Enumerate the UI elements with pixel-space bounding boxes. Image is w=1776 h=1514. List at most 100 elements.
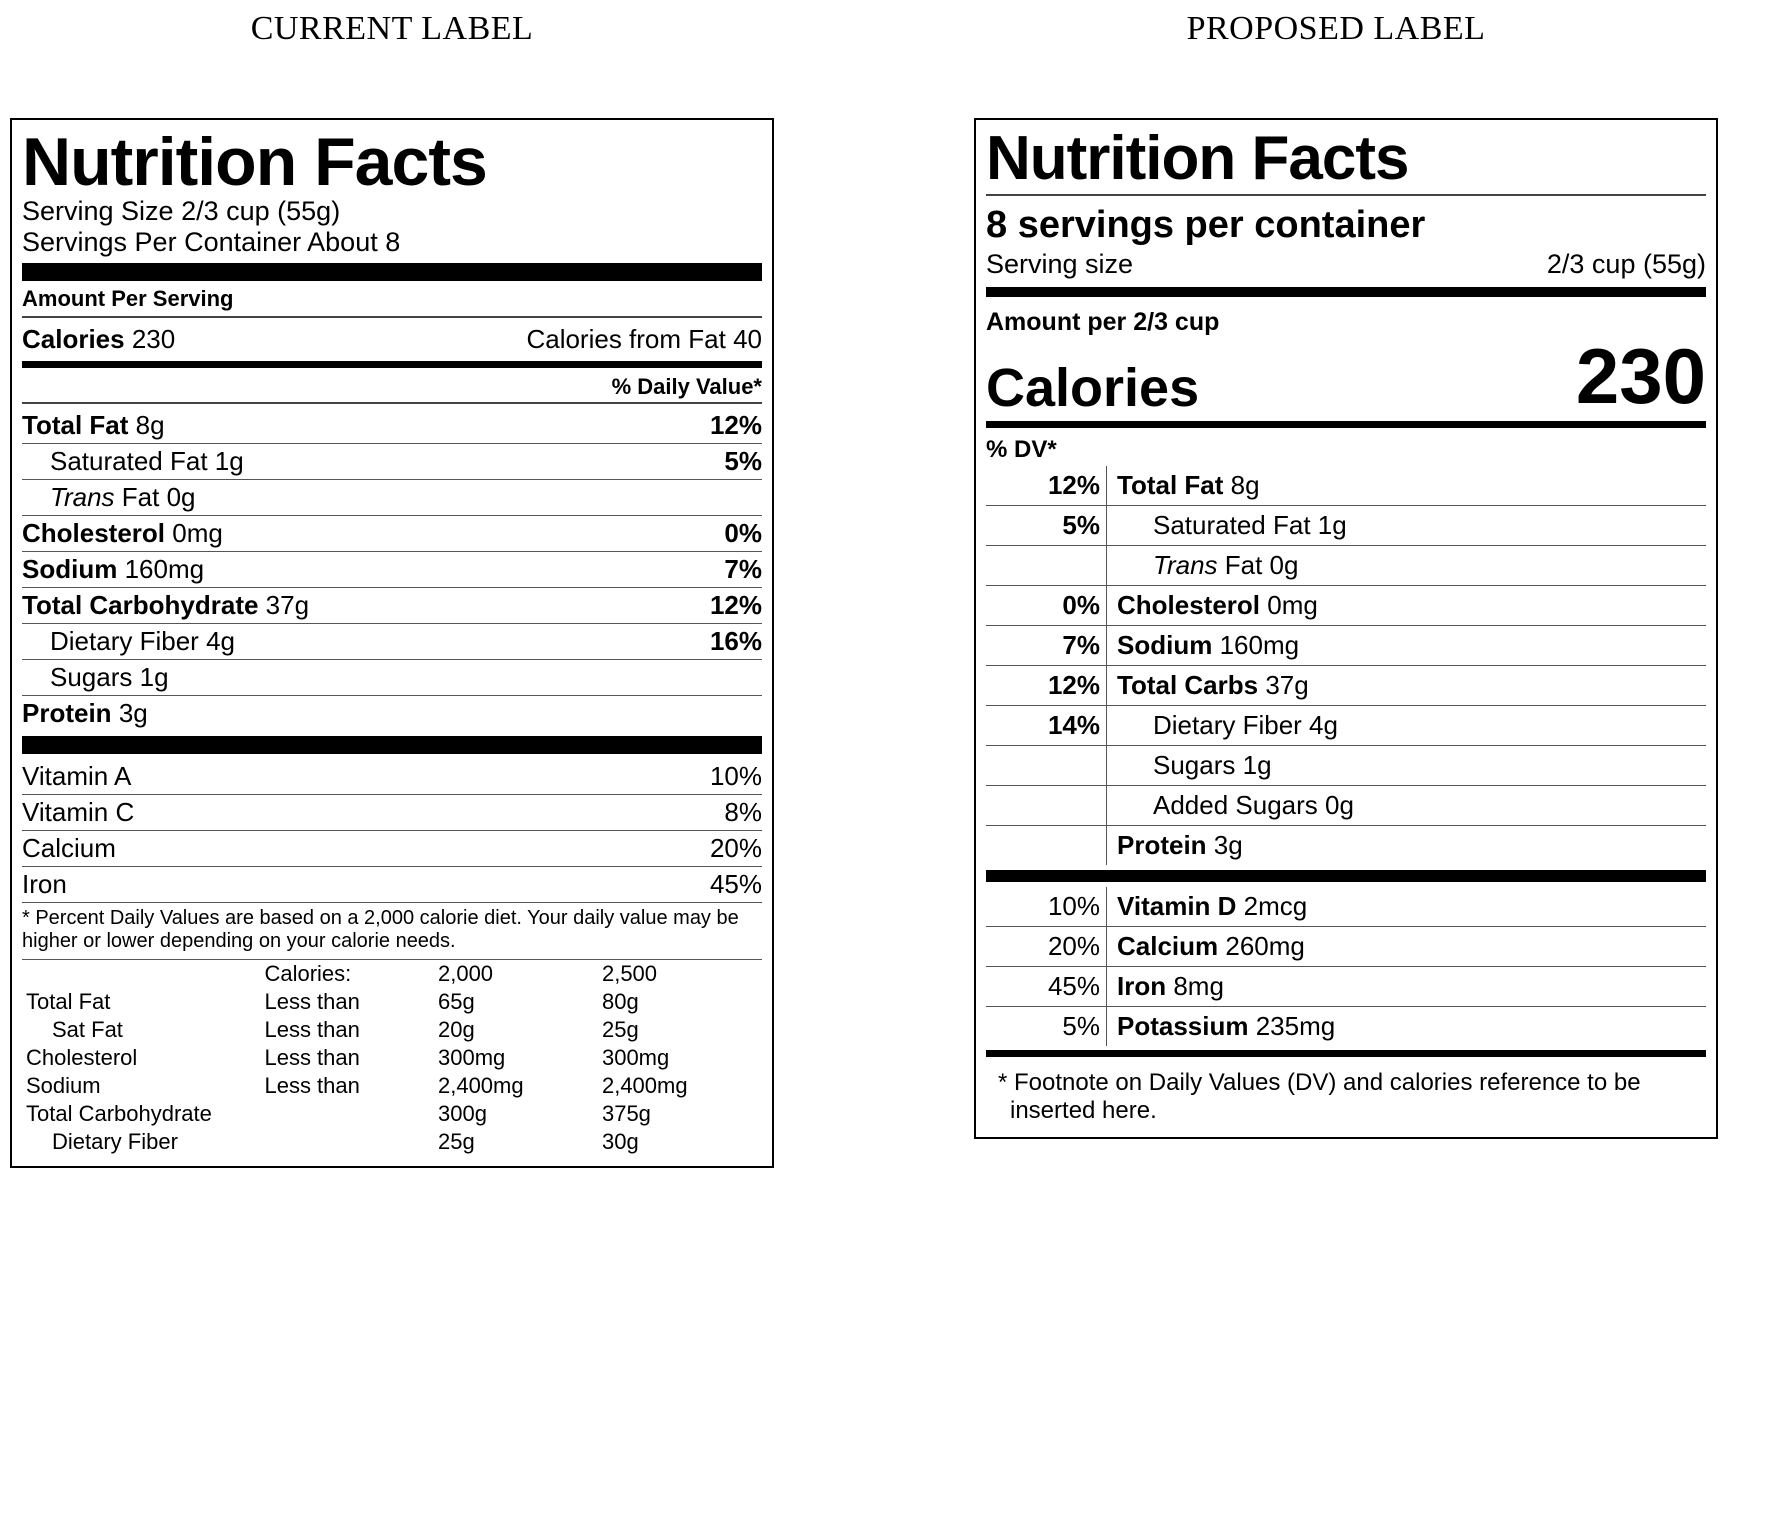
sodium-label: Sodium (22, 554, 117, 585)
nutrient-row: 5%Saturated Fat 1g (986, 506, 1706, 546)
calories-value: 230 (1576, 337, 1706, 415)
vitamin-row: 5%Potassium 235mg (986, 1007, 1706, 1047)
proposed-column: PROPOSED LABEL Nutrition Facts 8 serving… (954, 10, 1718, 1139)
comparison-wrap: CURRENT LABEL Nutrition Facts Serving Si… (10, 10, 1766, 1168)
iron-row: Iron 45% (22, 867, 762, 903)
ref-row: Dietary Fiber25g30g (22, 1128, 762, 1156)
cholesterol-amt: 0mg (172, 518, 223, 549)
trans-fat-row: Trans Fat 0g (22, 480, 762, 516)
serving-size-row: Serving Size 2/3 cup (55g) (22, 196, 762, 227)
calories-row: Calories 230 (986, 337, 1706, 417)
fiber-label: Dietary Fiber (50, 626, 199, 657)
serving-size-value: 2/3 cup (55g) (1547, 249, 1706, 280)
vitamin-c-pct: 8% (724, 797, 762, 828)
vitamin-c-row: Vitamin C 8% (22, 795, 762, 831)
protein-amt: 3g (119, 698, 148, 729)
total-fat-label: Total Fat (22, 410, 128, 441)
dv-header-row: % Daily Value* (22, 372, 762, 402)
dv-header: % Daily Value* (612, 374, 762, 400)
trans-fat-amt: 0g (167, 482, 196, 513)
current-col-title: CURRENT LABEL (10, 10, 774, 48)
trans-fat-prefix: Trans (50, 482, 115, 513)
total-carb-row: Total Carbohydrate 37g 12% (22, 588, 762, 624)
rule (22, 736, 762, 754)
nutrient-row: 12%Total Carbs 37g (986, 666, 1706, 706)
proposed-footnote: * Footnote on Daily Values (DV) and calo… (986, 1061, 1706, 1127)
cholesterol-label: Cholesterol (22, 518, 165, 549)
total-carb-amt: 37g (266, 590, 309, 621)
total-fat-amt: 8g (136, 410, 165, 441)
nutrient-row: 0%Cholesterol 0mg (986, 586, 1706, 626)
total-fat-pct: 12% (710, 410, 762, 441)
rule (22, 361, 762, 368)
trans-fat-suffix: Fat (122, 482, 160, 513)
vitamin-a-pct: 10% (710, 761, 762, 792)
proposed-col-title: PROPOSED LABEL (954, 10, 1718, 48)
calories-label: Calories (986, 361, 1199, 415)
sodium-amt: 160mg (125, 554, 205, 585)
sat-fat-pct: 5% (724, 446, 762, 477)
rule (986, 287, 1706, 297)
vitamin-row: 20%Calcium 260mg (986, 927, 1706, 967)
total-carb-pct: 12% (710, 590, 762, 621)
serving-size-label: Serving Size (22, 196, 174, 226)
sugars-amt: 1g (140, 662, 169, 693)
amount-per-serving-label: Amount Per Serving (22, 286, 762, 312)
servings-per-label: Servings Per Container (22, 227, 301, 257)
total-fat-row: Total Fat 8g 12% (22, 408, 762, 444)
vitamins-table: 10%Vitamin D 2mcg20%Calcium 260mg45%Iron… (986, 887, 1706, 1046)
protein-label: Protein (22, 698, 112, 729)
nutrient-row: Protein 3g (986, 826, 1706, 866)
nutrients-table: 12%Total Fat 8g5%Saturated Fat 1gTrans F… (986, 466, 1706, 865)
nutrition-facts-title: Nutrition Facts (22, 128, 762, 196)
ref-row: SodiumLess than2,400mg2,400mg (22, 1072, 762, 1100)
nutrient-row: 12%Total Fat 8g (986, 466, 1706, 506)
calcium-row: Calcium 20% (22, 831, 762, 867)
nutrition-facts-title: Nutrition Facts (986, 128, 1706, 190)
ref-row: CholesterolLess than300mg300mg (22, 1044, 762, 1072)
calcium-label: Calcium (22, 833, 116, 864)
vitamin-c-label: Vitamin C (22, 797, 134, 828)
ref-row: Total Carbohydrate300g375g (22, 1100, 762, 1128)
rule (986, 194, 1706, 196)
rule (22, 316, 762, 318)
iron-pct: 45% (710, 869, 762, 900)
current-panel: Nutrition Facts Serving Size 2/3 cup (55… (10, 118, 774, 1168)
nutrient-row: Added Sugars 0g (986, 786, 1706, 826)
sugars-row: Sugars 1g (22, 660, 762, 696)
fiber-pct: 16% (710, 626, 762, 657)
vitamin-a-row: Vitamin A 10% (22, 759, 762, 795)
nutrient-row: 7%Sodium 160mg (986, 626, 1706, 666)
rule (22, 402, 762, 404)
reference-table: Calories:2,0002,500Total FatLess than65g… (22, 959, 762, 1156)
fiber-row: Dietary Fiber 4g 16% (22, 624, 762, 660)
calories-from-fat-value: 40 (733, 324, 762, 354)
sat-fat-row: Saturated Fat 1g 5% (22, 444, 762, 480)
rule (986, 421, 1706, 428)
total-carb-label: Total Carbohydrate (22, 590, 258, 621)
dv-footnote: * Percent Daily Values are based on a 2,… (22, 903, 762, 959)
ref-row: Sat FatLess than20g25g (22, 1016, 762, 1044)
cholesterol-pct: 0% (724, 518, 762, 549)
sodium-pct: 7% (724, 554, 762, 585)
nutrient-row: Trans Fat 0g (986, 546, 1706, 586)
fiber-amt: 4g (206, 626, 235, 657)
servings-per-value: About 8 (307, 227, 400, 257)
ref-row: Total FatLess than65g80g (22, 988, 762, 1016)
nutrient-row: Sugars 1g (986, 746, 1706, 786)
calories-row: Calories 230 Calories from Fat 40 (22, 322, 762, 357)
cholesterol-row: Cholesterol 0mg 0% (22, 516, 762, 552)
serving-size-label: Serving size (986, 249, 1133, 280)
serving-size-value: 2/3 cup (55g) (181, 196, 340, 226)
rule (986, 870, 1706, 882)
dv-header: % DV* (986, 432, 1706, 466)
rule (22, 263, 762, 281)
servings-per-row: Servings Per Container About 8 (22, 227, 762, 258)
sat-fat-label: Saturated Fat (50, 446, 208, 477)
iron-label: Iron (22, 869, 67, 900)
proposed-panel: Nutrition Facts 8 servings per container… (974, 118, 1718, 1139)
rule (986, 1050, 1706, 1057)
vitamin-row: 45%Iron 8mg (986, 967, 1706, 1007)
vitamin-a-label: Vitamin A (22, 761, 131, 792)
vitamin-row: 10%Vitamin D 2mcg (986, 887, 1706, 927)
